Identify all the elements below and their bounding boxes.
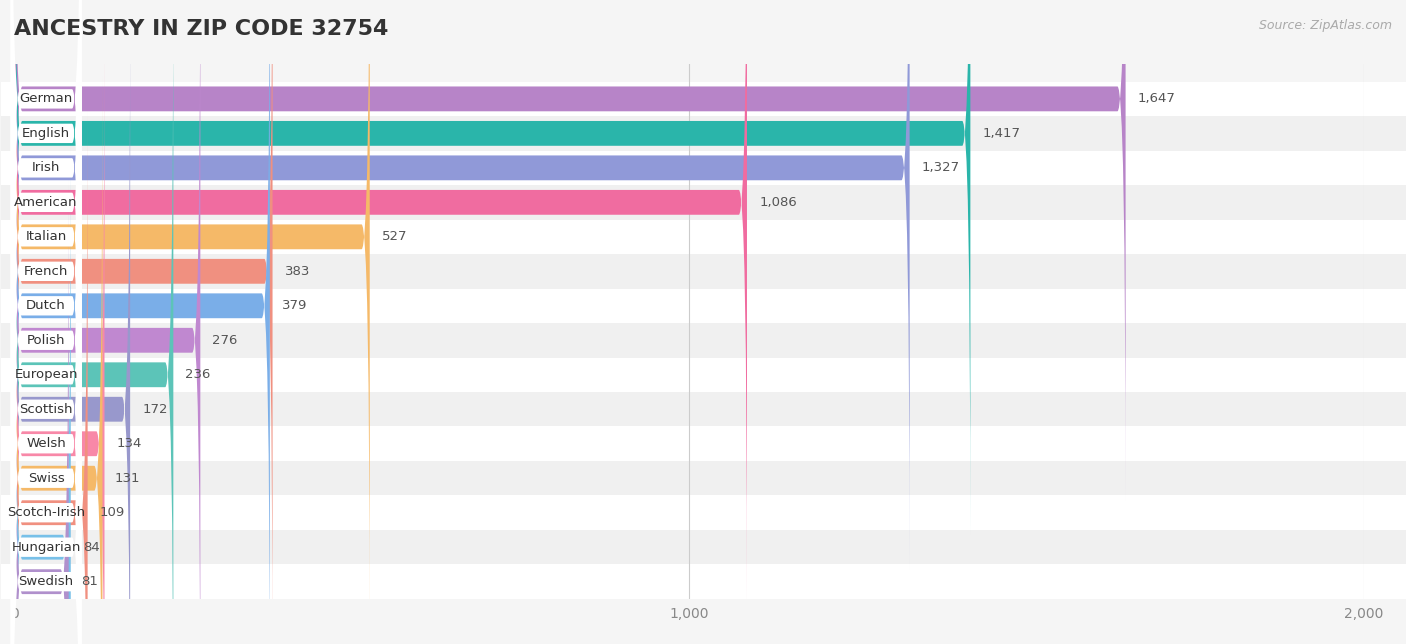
FancyBboxPatch shape (14, 0, 370, 638)
Text: 172: 172 (142, 402, 167, 416)
FancyBboxPatch shape (14, 0, 747, 603)
Text: 236: 236 (186, 368, 211, 381)
FancyBboxPatch shape (11, 0, 82, 644)
FancyBboxPatch shape (14, 0, 1126, 500)
FancyBboxPatch shape (14, 0, 173, 644)
FancyBboxPatch shape (0, 82, 1406, 116)
FancyBboxPatch shape (11, 0, 82, 607)
FancyBboxPatch shape (0, 461, 1406, 495)
Text: 1,327: 1,327 (922, 162, 960, 175)
FancyBboxPatch shape (14, 8, 131, 644)
Text: 131: 131 (115, 471, 141, 485)
Text: ANCESTRY IN ZIP CODE 32754: ANCESTRY IN ZIP CODE 32754 (14, 19, 388, 39)
FancyBboxPatch shape (0, 116, 1406, 151)
FancyBboxPatch shape (11, 0, 82, 644)
Text: 383: 383 (284, 265, 311, 278)
FancyBboxPatch shape (14, 0, 273, 644)
FancyBboxPatch shape (14, 77, 103, 644)
Text: 134: 134 (117, 437, 142, 450)
FancyBboxPatch shape (0, 151, 1406, 185)
FancyBboxPatch shape (0, 426, 1406, 461)
FancyBboxPatch shape (0, 254, 1406, 289)
FancyBboxPatch shape (11, 0, 82, 644)
Text: German: German (20, 92, 73, 106)
Text: Source: ZipAtlas.com: Source: ZipAtlas.com (1258, 19, 1392, 32)
Text: 84: 84 (83, 541, 100, 554)
FancyBboxPatch shape (0, 357, 1406, 392)
Text: Irish: Irish (32, 162, 60, 175)
FancyBboxPatch shape (14, 111, 87, 644)
FancyBboxPatch shape (0, 495, 1406, 530)
FancyBboxPatch shape (14, 0, 270, 644)
Text: Polish: Polish (27, 334, 65, 346)
FancyBboxPatch shape (0, 289, 1406, 323)
Text: French: French (24, 265, 69, 278)
Text: Scotch-Irish: Scotch-Irish (7, 506, 86, 519)
FancyBboxPatch shape (11, 0, 82, 572)
FancyBboxPatch shape (11, 39, 82, 644)
FancyBboxPatch shape (0, 392, 1406, 426)
Text: 276: 276 (212, 334, 238, 346)
Text: Swedish: Swedish (18, 575, 73, 588)
Text: 109: 109 (100, 506, 125, 519)
FancyBboxPatch shape (11, 0, 82, 644)
Text: Italian: Italian (25, 231, 66, 243)
FancyBboxPatch shape (11, 0, 82, 644)
Text: 1,086: 1,086 (759, 196, 797, 209)
Text: Hungarian: Hungarian (11, 541, 80, 554)
FancyBboxPatch shape (14, 0, 970, 535)
FancyBboxPatch shape (11, 0, 82, 644)
FancyBboxPatch shape (11, 0, 82, 644)
FancyBboxPatch shape (14, 0, 200, 644)
FancyBboxPatch shape (11, 74, 82, 644)
Text: Dutch: Dutch (27, 299, 66, 312)
FancyBboxPatch shape (11, 109, 82, 644)
FancyBboxPatch shape (14, 180, 69, 644)
Text: 379: 379 (283, 299, 308, 312)
Text: 1,647: 1,647 (1137, 92, 1175, 106)
Text: 527: 527 (382, 231, 408, 243)
FancyBboxPatch shape (0, 220, 1406, 254)
FancyBboxPatch shape (0, 323, 1406, 357)
FancyBboxPatch shape (14, 146, 70, 644)
Text: European: European (14, 368, 77, 381)
Text: Scottish: Scottish (20, 402, 73, 416)
FancyBboxPatch shape (0, 530, 1406, 564)
FancyBboxPatch shape (14, 43, 104, 644)
FancyBboxPatch shape (0, 564, 1406, 599)
FancyBboxPatch shape (11, 0, 82, 644)
FancyBboxPatch shape (14, 0, 910, 569)
Text: 1,417: 1,417 (983, 127, 1021, 140)
Text: Welsh: Welsh (27, 437, 66, 450)
FancyBboxPatch shape (11, 5, 82, 644)
Text: American: American (14, 196, 77, 209)
Text: 81: 81 (82, 575, 98, 588)
FancyBboxPatch shape (0, 185, 1406, 220)
FancyBboxPatch shape (11, 0, 82, 641)
Text: English: English (22, 127, 70, 140)
Text: Swiss: Swiss (28, 471, 65, 485)
